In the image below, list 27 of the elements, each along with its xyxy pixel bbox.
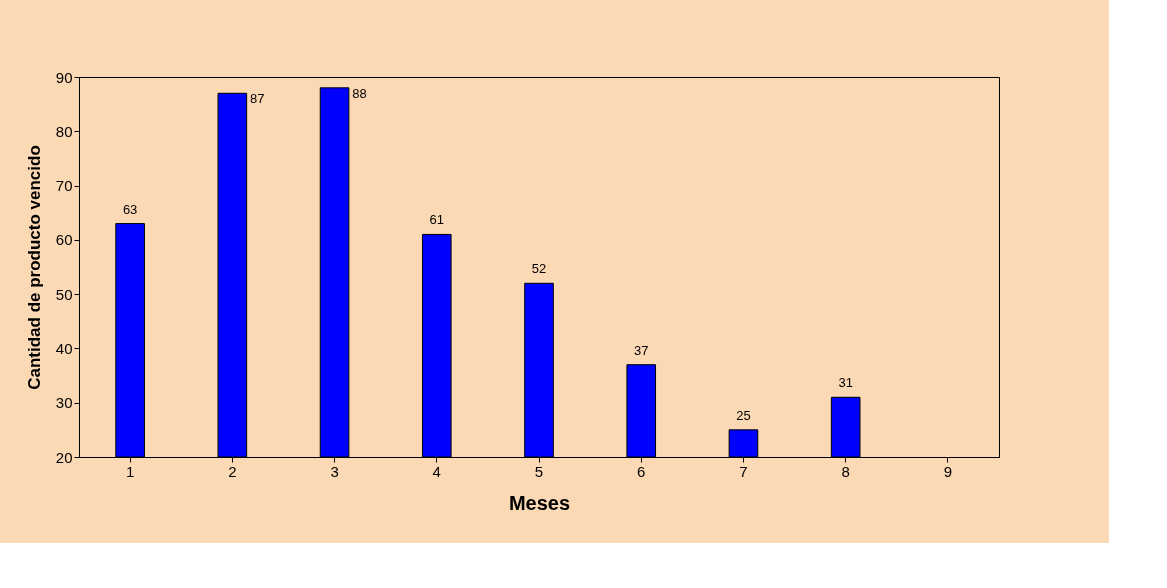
y-tick-label: 80 — [55, 122, 73, 140]
y-tick-label: 70 — [55, 177, 73, 195]
data-label: 63 — [122, 201, 138, 217]
y-tick-label: 20 — [55, 448, 73, 466]
data-label: 87 — [250, 91, 265, 107]
y-tick-label: 50 — [55, 285, 73, 303]
data-label: 25 — [736, 407, 751, 423]
data-label: 37 — [633, 342, 649, 358]
x-tick-label: 2 — [228, 462, 237, 480]
x-tick-label: 1 — [125, 462, 135, 480]
y-tick-label: 40 — [55, 339, 73, 357]
x-tick-label: 3 — [330, 462, 339, 480]
data-label: 88 — [352, 85, 367, 101]
x-tick-label: 4 — [432, 462, 441, 480]
data-label: 61 — [429, 212, 445, 228]
x-axis-title: Meses — [508, 491, 571, 514]
x-tick-label: 7 — [739, 462, 748, 480]
x-tick-label: 5 — [534, 462, 544, 480]
data-label: 31 — [838, 375, 853, 391]
x-tick-label: 6 — [637, 462, 646, 480]
y-tick-label: 90 — [55, 68, 73, 86]
y-tick-label: 60 — [55, 231, 73, 249]
data-label: 52 — [531, 261, 547, 277]
x-tick-label: 8 — [841, 462, 850, 480]
y-tick-label: 30 — [55, 394, 73, 412]
y-axis-title: Cantidad de producto vencido — [24, 145, 44, 390]
x-tick-label: 9 — [943, 462, 953, 480]
